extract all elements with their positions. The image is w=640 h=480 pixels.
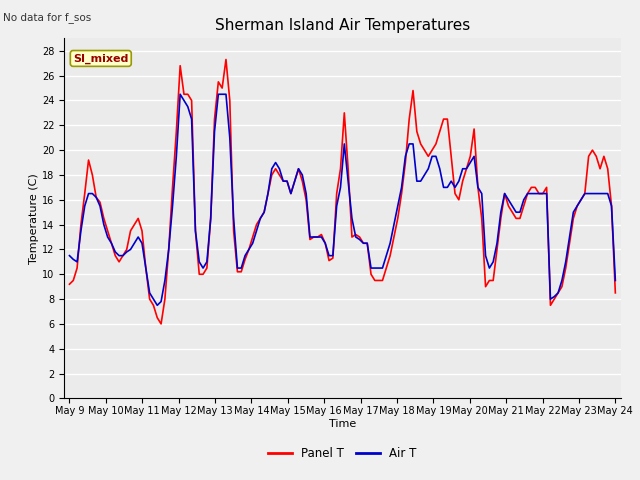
- Panel T: [104, 228, 111, 234]
- X-axis label: Time: Time: [329, 419, 356, 429]
- Line: Panel T: Panel T: [70, 60, 615, 324]
- Panel T: [222, 57, 230, 62]
- Line: Air T: Air T: [70, 94, 615, 305]
- Panel T: [157, 321, 165, 327]
- Y-axis label: Temperature (C): Temperature (C): [29, 173, 39, 264]
- Title: Sherman Island Air Temperatures: Sherman Island Air Temperatures: [215, 18, 470, 33]
- Panel T: [241, 256, 249, 262]
- Air T: [241, 253, 249, 259]
- Panel T: [520, 203, 527, 209]
- Panel T: [146, 296, 154, 302]
- Panel T: [512, 216, 520, 221]
- Air T: [146, 290, 154, 296]
- Panel T: [611, 290, 619, 296]
- Air T: [463, 166, 470, 172]
- Air T: [611, 277, 619, 283]
- Air T: [520, 197, 527, 203]
- Air T: [512, 209, 520, 215]
- Text: No data for f_sos: No data for f_sos: [3, 12, 92, 23]
- Legend: Panel T, Air T: Panel T, Air T: [264, 442, 421, 465]
- Air T: [104, 234, 111, 240]
- Air T: [66, 253, 74, 259]
- Air T: [154, 302, 161, 308]
- Panel T: [66, 281, 74, 287]
- Panel T: [463, 166, 470, 172]
- Air T: [177, 91, 184, 97]
- Text: SI_mixed: SI_mixed: [73, 53, 129, 63]
